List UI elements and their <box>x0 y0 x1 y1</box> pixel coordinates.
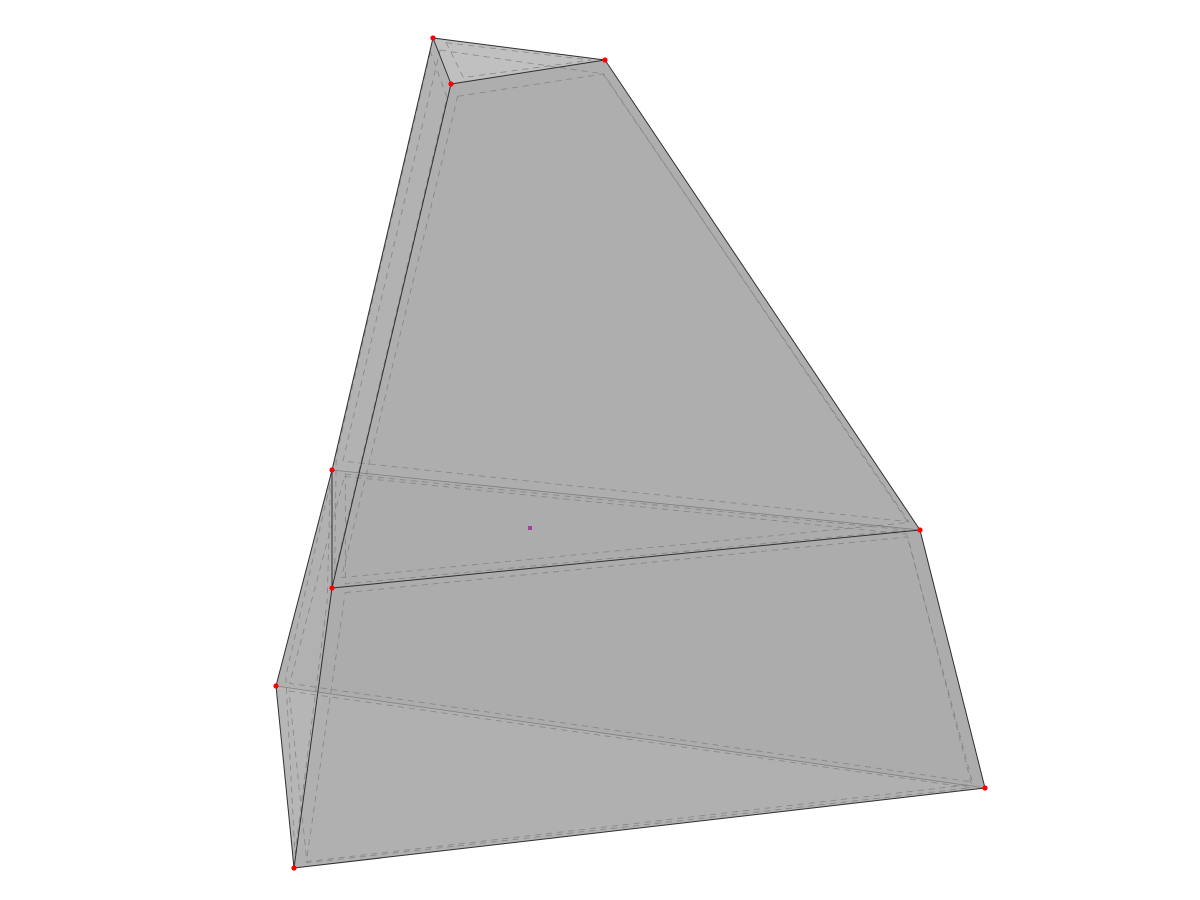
vertex-mid-back-right[interactable] <box>917 527 922 532</box>
center-mark <box>528 526 532 530</box>
vertex-top-front[interactable] <box>448 81 453 86</box>
vertex-mid-front[interactable] <box>329 585 334 590</box>
vertex-top-back-right[interactable] <box>602 57 607 62</box>
vertex-bot-back-right[interactable] <box>982 785 987 790</box>
vertex-mid-back-left[interactable] <box>329 467 334 472</box>
geometry-viewport[interactable] <box>0 0 1200 900</box>
vertex-bot-front[interactable] <box>291 865 296 870</box>
faces-layer <box>276 38 985 868</box>
vertex-top-back-left[interactable] <box>430 35 435 40</box>
center-point-icon <box>528 526 532 530</box>
vertex-bot-back-left[interactable] <box>273 683 278 688</box>
